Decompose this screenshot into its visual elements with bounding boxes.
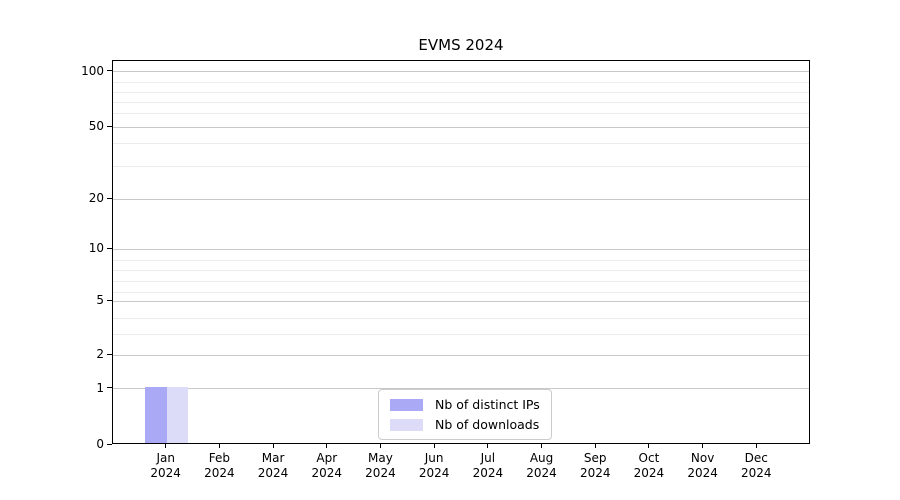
minor-gridline — [113, 291, 809, 293]
bar-nb-of-distinct-ips — [144, 386, 167, 443]
x-tick-mark — [326, 444, 328, 448]
x-tick-year: 2024 — [257, 466, 289, 480]
x-tick-label: Nov 2024 — [671, 451, 735, 481]
y-tick-label: 0 — [96, 437, 104, 451]
minor-gridline — [113, 333, 809, 335]
legend-row: Nb of distinct IPs — [390, 396, 540, 413]
minor-gridline — [113, 102, 809, 104]
x-tick-mark — [541, 444, 543, 448]
x-tick-mark — [487, 444, 489, 448]
x-tick-label: Aug 2024 — [510, 451, 574, 481]
x-tick-mark — [594, 444, 596, 448]
x-tick-label: Dec 2024 — [724, 451, 788, 481]
major-gridline — [113, 198, 809, 200]
minor-gridline — [113, 91, 809, 93]
bar-nb-of-downloads — [166, 386, 189, 443]
x-tick-label: Feb 2024 — [187, 451, 251, 481]
minor-gridline — [113, 165, 809, 167]
y-tick-mark — [107, 387, 112, 389]
x-tick-label: Mar 2024 — [241, 451, 305, 481]
x-tick-year: 2024 — [526, 466, 557, 480]
major-gridline — [113, 248, 809, 250]
y-tick-label: 5 — [96, 293, 104, 308]
minor-gridline — [113, 81, 809, 83]
x-tick-mark — [433, 444, 435, 448]
legend-swatch — [390, 398, 423, 411]
major-gridline — [113, 126, 809, 128]
x-tick-month: Oct — [638, 451, 660, 465]
y-tick-label: 10 — [88, 241, 104, 256]
x-tick-month: Feb — [208, 451, 230, 465]
x-tick-month: Dec — [744, 451, 768, 465]
x-tick-month: Apr — [316, 451, 338, 465]
x-tick-label: Apr 2024 — [295, 451, 359, 481]
major-gridline — [113, 300, 809, 302]
y-tick-label: 20 — [88, 191, 104, 206]
x-tick-month: Jan — [156, 451, 175, 465]
y-tick-mark — [107, 247, 112, 249]
minor-gridline — [113, 280, 809, 282]
chart-title: EVMS 2024 — [418, 36, 504, 54]
y-tick-label: 1 — [96, 380, 104, 395]
plot-area — [112, 60, 810, 444]
x-tick-month: Aug — [529, 451, 554, 465]
x-tick-mark — [755, 444, 757, 448]
legend-label: Nb of distinct IPs — [435, 397, 540, 412]
x-tick-month: Jun — [424, 451, 444, 465]
x-tick-label: Jul 2024 — [456, 451, 520, 481]
legend-swatch — [390, 418, 423, 431]
x-tick-year: 2024 — [150, 466, 181, 480]
y-tick-mark — [107, 299, 112, 301]
x-tick-mark — [272, 444, 274, 448]
x-tick-label: Sep 2024 — [563, 451, 627, 481]
major-gridline — [113, 388, 809, 390]
x-tick-month: Jul — [480, 451, 496, 465]
x-tick-mark — [648, 444, 650, 448]
x-tick-year: 2024 — [472, 466, 504, 480]
x-tick-label: Jun 2024 — [402, 451, 466, 481]
x-tick-month: May — [368, 451, 393, 465]
y-tick-mark — [107, 70, 112, 72]
x-tick-year: 2024 — [311, 466, 343, 480]
minor-gridline — [113, 270, 809, 272]
x-tick-year: 2024 — [418, 466, 450, 480]
y-tick-label: 50 — [88, 119, 104, 134]
x-tick-year: 2024 — [204, 466, 235, 480]
x-tick-label: May 2024 — [348, 451, 412, 481]
minor-gridline — [113, 317, 809, 319]
y-tick-mark — [107, 197, 112, 199]
major-gridline — [113, 71, 809, 73]
x-tick-year: 2024 — [579, 466, 611, 480]
x-tick-month: Nov — [690, 451, 715, 465]
y-tick-label: 2 — [96, 347, 104, 362]
y-tick-mark — [107, 125, 112, 127]
x-tick-month: Sep — [583, 451, 607, 465]
x-tick-mark — [379, 444, 381, 448]
minor-gridline — [113, 112, 809, 114]
y-tick-label: 100 — [81, 63, 104, 78]
x-tick-month: Mar — [261, 451, 285, 465]
minor-gridline — [113, 142, 809, 144]
y-tick-mark — [107, 353, 112, 355]
x-tick-mark — [165, 444, 167, 448]
x-tick-year: 2024 — [633, 466, 665, 480]
legend-row: Nb of downloads — [390, 416, 540, 433]
y-tick-mark — [107, 443, 112, 445]
x-tick-mark — [218, 444, 220, 448]
major-gridline — [113, 354, 809, 356]
x-tick-mark — [702, 444, 704, 448]
x-tick-year: 2024 — [687, 466, 718, 480]
minor-gridline — [113, 259, 809, 261]
x-tick-year: 2024 — [741, 466, 772, 480]
x-tick-year: 2024 — [365, 466, 396, 480]
legend-label: Nb of downloads — [435, 417, 540, 432]
x-tick-label: Oct 2024 — [617, 451, 681, 481]
legend: Nb of distinct IPs Nb of downloads — [378, 389, 552, 440]
x-tick-label: Jan 2024 — [134, 451, 198, 481]
